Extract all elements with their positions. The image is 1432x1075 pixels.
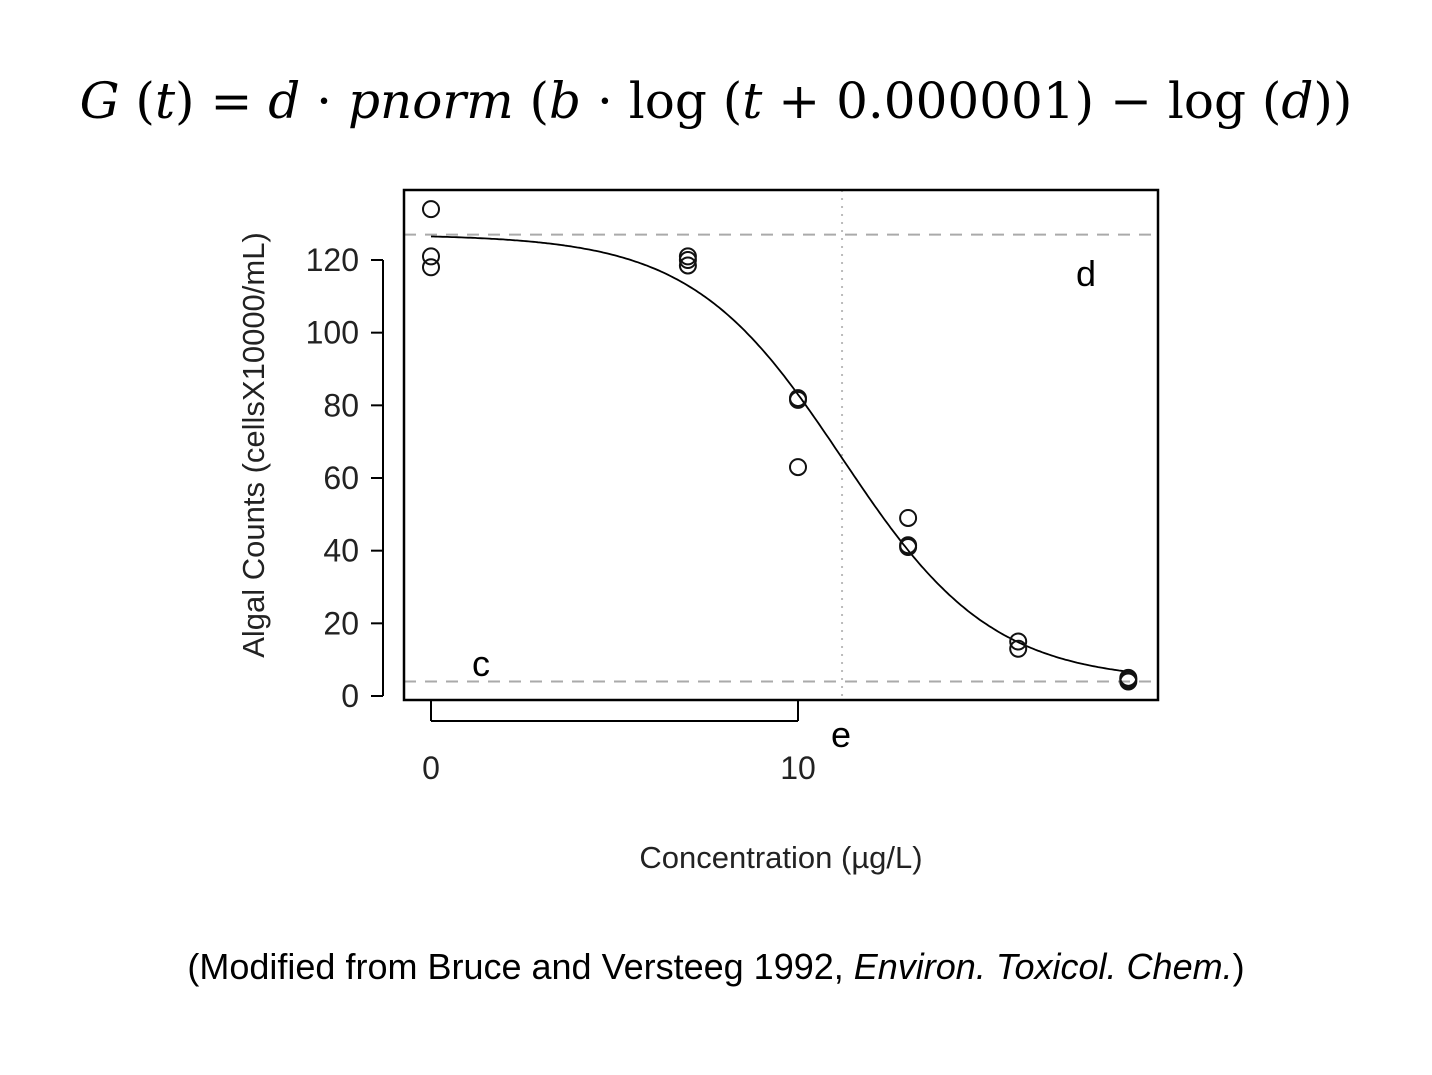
caption-prefix: (Modified from Bruce and Versteeg 1992, (187, 946, 854, 987)
caption-journal: Environ. Toxicol. Chem. (853, 946, 1233, 987)
data-point (422, 200, 440, 219)
annotation-d: d (1076, 253, 1096, 294)
reference-lines (404, 190, 1158, 700)
data-point (678, 251, 697, 269)
data-points (422, 200, 1138, 691)
annotation-e: e (831, 714, 851, 755)
data-point (422, 258, 440, 277)
x-axis: 0 10 (422, 700, 816, 786)
formula-d-2: d (1281, 72, 1314, 130)
formula-plus: + (778, 72, 821, 130)
data-point (1119, 672, 1138, 691)
formula-equals: = (210, 72, 253, 130)
y-axis: 0 20 40 60 80 100 120 (306, 242, 384, 714)
formula-lhs-var: t (154, 72, 176, 130)
y-tick-label: 80 (323, 387, 359, 423)
data-point (678, 256, 697, 275)
formula-log-1: log (628, 72, 707, 130)
formula-d: d (268, 72, 301, 130)
formula-log-2: log (1167, 72, 1246, 130)
y-tick-label: 40 (323, 533, 359, 569)
annotation-c: c (472, 643, 490, 684)
data-point (422, 247, 440, 266)
y-axis-title: Algal Counts (cellsX10000/mL) (236, 232, 271, 658)
formula-b: b (549, 72, 582, 130)
fitted-curve (431, 235, 1129, 673)
data-point (899, 538, 918, 557)
formula-t: t (742, 72, 763, 130)
formula-dot-1: · (316, 72, 333, 130)
formula-minus: − (1110, 72, 1152, 130)
data-point (678, 247, 697, 266)
data-point (1009, 632, 1028, 651)
y-tick-label: 100 (306, 315, 359, 351)
data-point (899, 508, 918, 527)
data-point (789, 458, 807, 477)
data-point (789, 390, 807, 409)
y-tick-label: 20 (323, 605, 359, 641)
formula-constant: 0.000001 (836, 72, 1075, 130)
caption-suffix: ) (1232, 946, 1245, 987)
data-point (1009, 639, 1028, 658)
y-tick-label: 60 (323, 460, 359, 496)
formula-lhs-fn: G (79, 72, 120, 130)
y-tick-label: 120 (306, 242, 359, 278)
source-caption: (Modified from Bruce and Versteeg 1992, … (0, 946, 1432, 988)
x-tick-label: 0 (422, 750, 440, 786)
y-tick-label: 0 (341, 678, 359, 714)
formula-pnorm: pnorm (347, 72, 514, 130)
formula-dot-2: · (596, 72, 613, 130)
x-tick-label: 10 (780, 750, 816, 786)
plot-frame (402, 188, 1160, 702)
x-axis-title: Concentration (µg/L) (639, 840, 922, 875)
formula: G (t) = d · pnorm (b · log (t + 0.000001… (79, 72, 1353, 130)
